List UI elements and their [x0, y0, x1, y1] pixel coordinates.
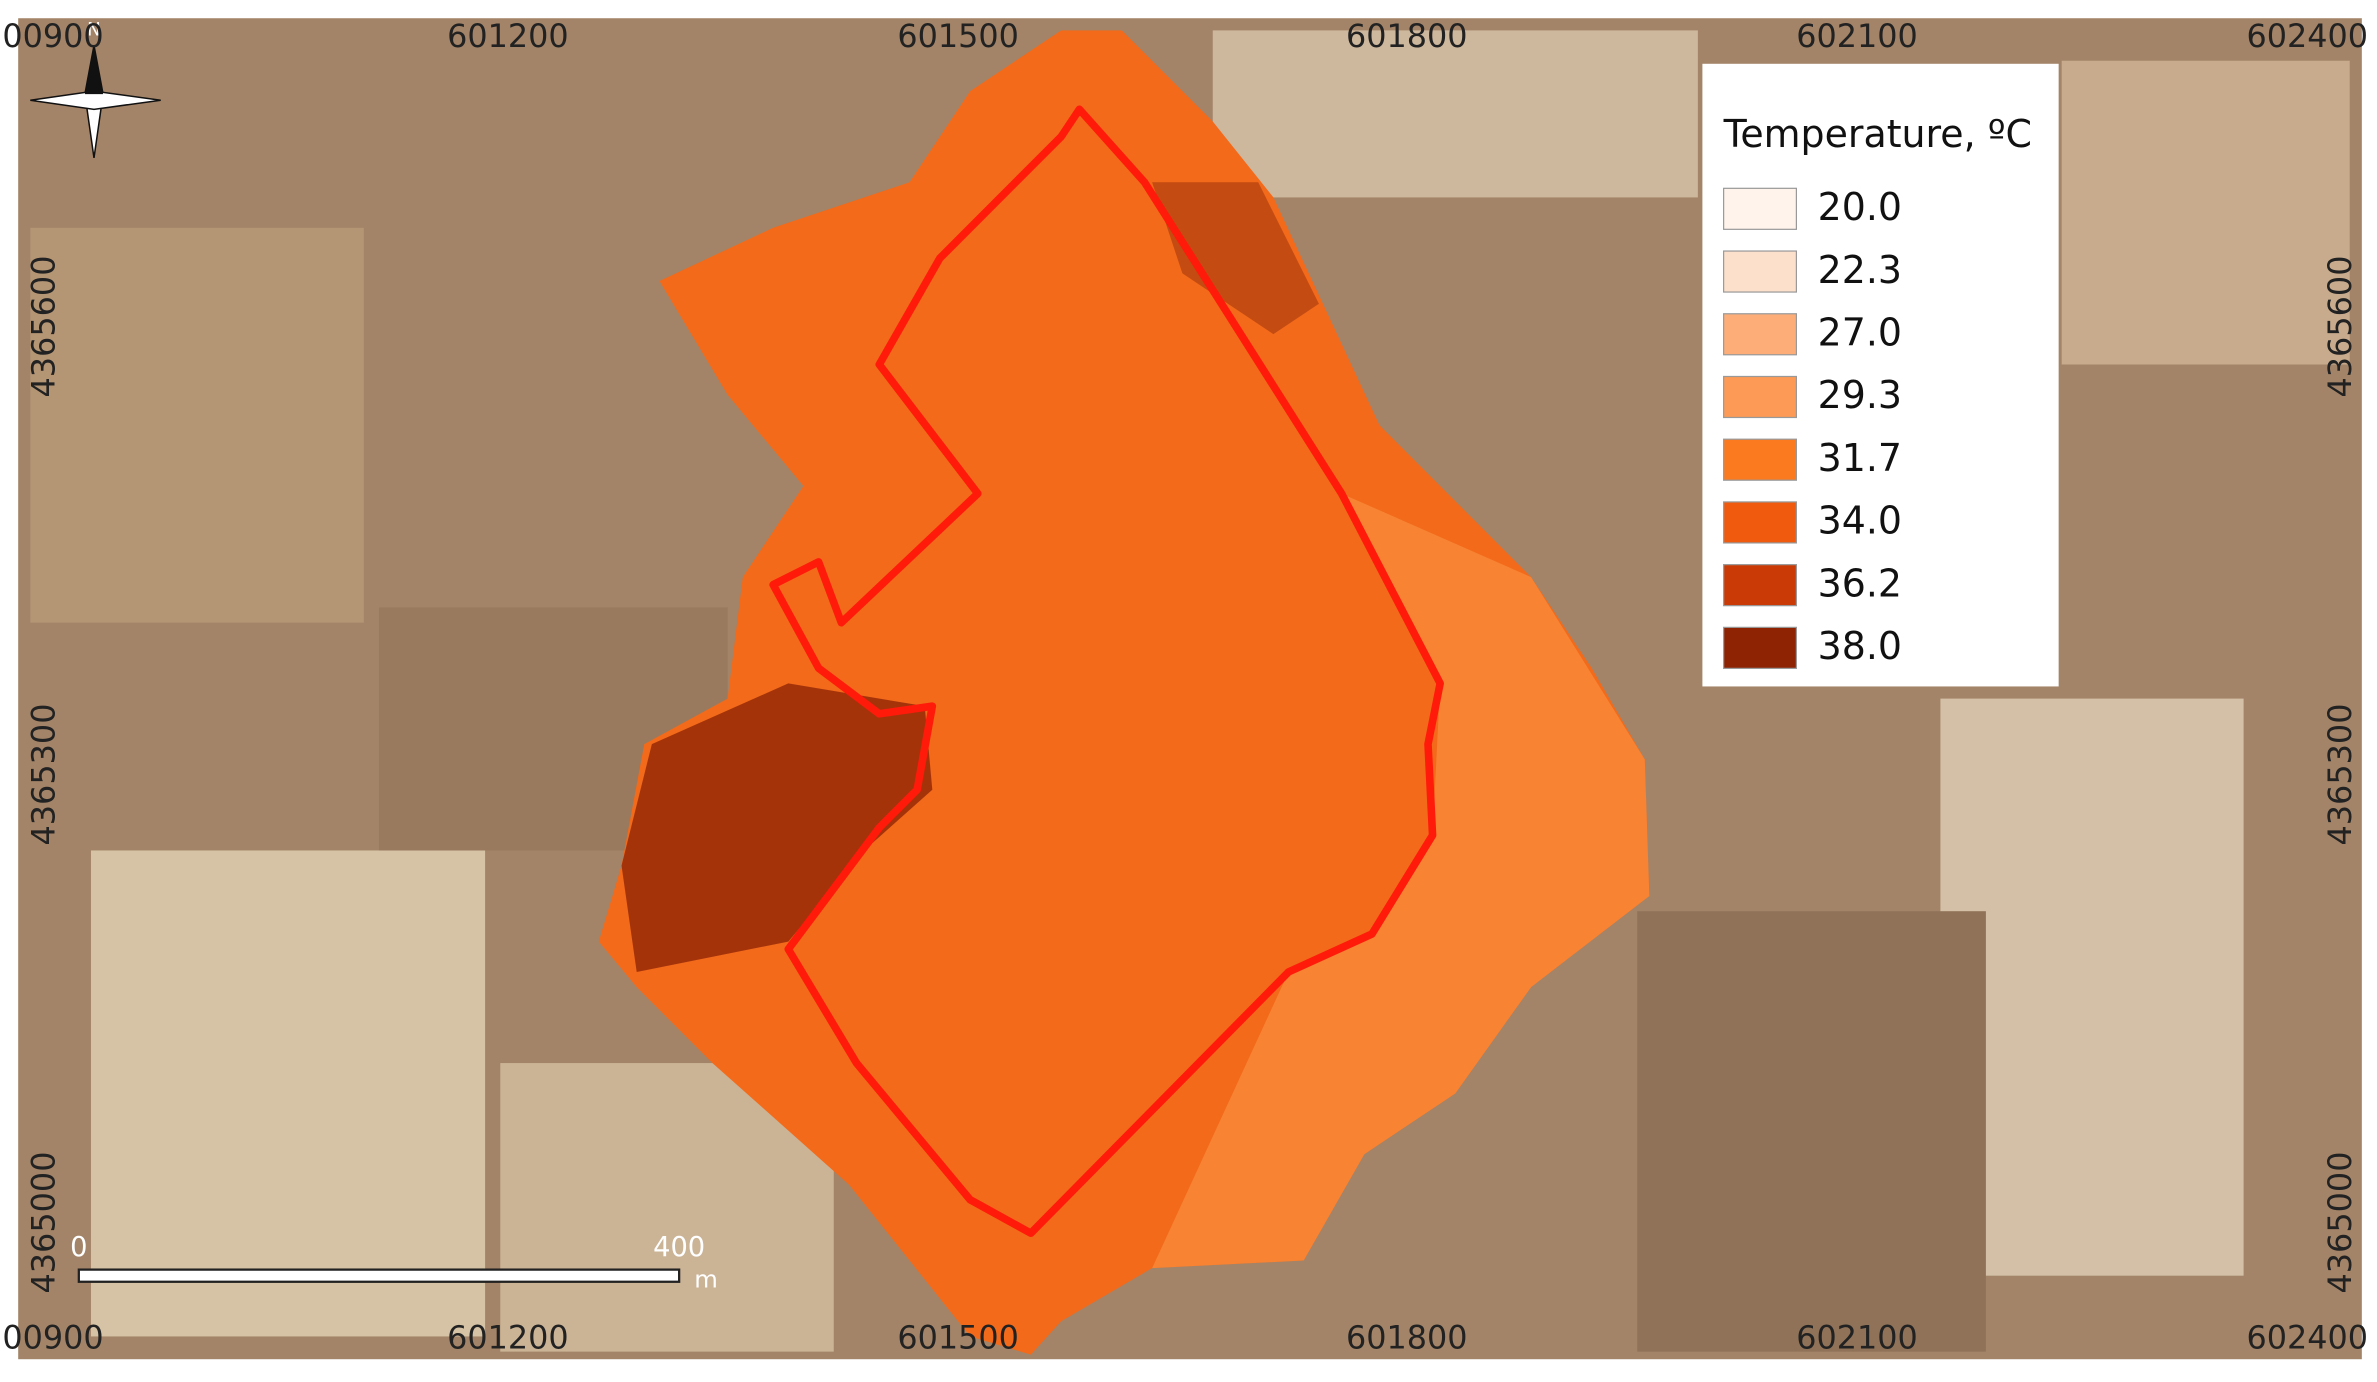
field	[1212, 30, 1698, 198]
plot-boundary	[769, 105, 1444, 1237]
legend-title: Temperature, ºC	[1723, 112, 2032, 156]
legend-label: 38.0	[1818, 624, 1902, 668]
scale-unit: m	[694, 1264, 718, 1293]
legend-label: 29.3	[1818, 373, 1902, 417]
north-arrow: N	[30, 19, 161, 159]
field	[1637, 911, 1986, 1352]
legend-swatch	[1723, 438, 1797, 481]
legend-label: 20.0	[1818, 185, 1902, 229]
bottom-coord: 602100	[1796, 1318, 1918, 1356]
thermal-hot	[621, 683, 933, 972]
left-coord: 4365600	[24, 256, 62, 398]
bottom-coord: 601500	[897, 1318, 1019, 1356]
top-coord: 601200	[447, 17, 569, 55]
scale-end: 400	[653, 1232, 705, 1263]
north-label: N	[87, 19, 101, 40]
legend-swatch	[1723, 375, 1797, 419]
thermal-hot	[1152, 182, 1319, 335]
legend-label: 36.2	[1818, 561, 1902, 605]
legend-swatch	[1723, 626, 1797, 669]
field	[90, 850, 486, 1337]
legend-swatch	[1723, 564, 1797, 607]
bottom-coord: 601200	[447, 1318, 569, 1356]
top-coord: 601800	[1346, 17, 1468, 55]
legend-swatch	[1723, 501, 1797, 544]
legend-swatch	[1723, 187, 1797, 230]
legend-swatch	[1723, 250, 1797, 293]
top-coord: 00900	[2, 17, 103, 55]
bottom-coord: 602400	[2247, 1318, 2369, 1356]
legend-label: 22.3	[1818, 248, 1902, 292]
arrow-ew	[30, 90, 161, 111]
right-coord: 4365600	[2321, 256, 2359, 398]
field	[30, 227, 364, 623]
bottom-coord: 601800	[1346, 1318, 1468, 1356]
field	[2061, 60, 2350, 365]
legend-label: 27.0	[1818, 310, 1902, 354]
left-coord: 4365300	[24, 704, 62, 846]
bottom-coord: 00900	[2, 1318, 103, 1356]
top-coord: 602100	[1796, 17, 1918, 55]
top-coord: 601500	[897, 17, 1019, 55]
scale-bar-rect	[77, 1268, 681, 1283]
thermal-east	[1152, 493, 1650, 1269]
left-coord: 4365000	[24, 1152, 62, 1294]
scale-bar: 0 400 m	[70, 1232, 718, 1293]
arrow-n	[84, 45, 104, 95]
legend-label: 31.7	[1818, 436, 1902, 480]
right-coord: 4365000	[2321, 1152, 2359, 1294]
right-coord: 4365300	[2321, 704, 2359, 846]
top-coord: 602400	[2247, 17, 2369, 55]
legend-swatch	[1723, 313, 1797, 356]
coordinate-labels: 00900 601200 601500 601800 602100 602400 00900…	[2, 17, 2368, 1357]
scale-start: 0	[70, 1232, 87, 1263]
legend: Temperature, ºC 20.0 22.3 27.0 29.3 31.7 34.0…	[1702, 63, 2059, 687]
field	[1940, 698, 2244, 1276]
legend-label: 34.0	[1818, 499, 1902, 543]
